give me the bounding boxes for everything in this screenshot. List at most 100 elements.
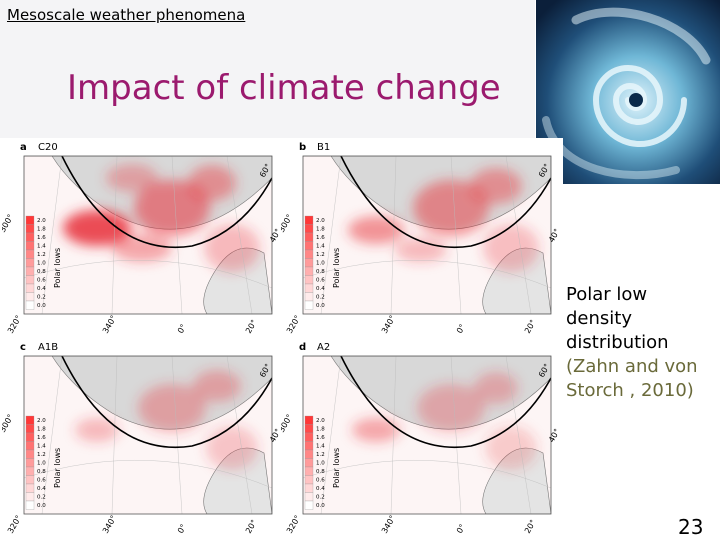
longitude-label: 20°	[244, 318, 259, 335]
map-svg: a C20 2.0 1.8 1.6 1.4 1.2 1.0 0.8 0.6 0.4 0.2 0.0 Pol…	[2, 142, 282, 335]
colorbar-tick: 1.6	[37, 435, 46, 441]
colorbar-swatch	[304, 232, 314, 242]
colorbar-tick: 0.0	[316, 303, 325, 309]
colorbar-swatch	[25, 432, 35, 442]
colorbar-tick: 1.4	[316, 444, 325, 450]
colorbar-swatch	[304, 449, 314, 459]
colorbar-label: Polar lows	[53, 448, 62, 488]
density-blob	[470, 168, 522, 204]
colorbar-swatch	[304, 432, 314, 442]
slide-title: Impact of climate change	[67, 68, 501, 108]
boundary-arc	[340, 156, 551, 248]
longitude-label: 340°	[380, 514, 397, 535]
panel-letter: d	[299, 342, 306, 353]
colorbar-tick: 1.8	[316, 427, 325, 433]
colorbar-tick: 1.8	[316, 227, 325, 233]
caption-text: Polar low density distribution	[566, 284, 669, 353]
density-blob	[474, 372, 518, 404]
colorbar-swatch	[25, 415, 35, 425]
longitude-label: 0°	[176, 323, 188, 335]
colorbar-swatch	[25, 475, 35, 485]
colorbar-swatch	[25, 458, 35, 468]
map-svg: d A2 2.0 1.8 1.6 1.4 1.2 1.0 0.8 0.6 0.4 0.2 0.0 Pola…	[281, 342, 561, 535]
colorbar-swatch	[25, 441, 35, 451]
colorbar-swatch	[25, 492, 35, 502]
colorbar-swatch	[304, 300, 314, 310]
colorbar-tick: 0.2	[316, 495, 325, 501]
colorbar-tick: 0.0	[37, 303, 46, 309]
density-blob	[413, 180, 489, 236]
colorbar-tick: 1.6	[316, 235, 325, 241]
colorbar-tick: 0.6	[37, 278, 46, 284]
colorbar-tick: 1.6	[37, 235, 46, 241]
density-blob	[348, 216, 404, 244]
colorbar-swatch	[25, 424, 35, 434]
colorbar-swatch	[304, 275, 314, 285]
colorbar-swatch	[304, 241, 314, 251]
longitude-label: 320°	[285, 314, 302, 335]
colorbar-tick: 1.8	[37, 427, 46, 433]
density-blob	[206, 426, 258, 470]
latitude-label: 300°	[281, 213, 294, 234]
colorbar-swatch	[304, 500, 314, 510]
colorbar-swatch	[25, 232, 35, 242]
polar-low-density-figure: a C20 2.0 1.8 1.6 1.4 1.2 1.0 0.8 0.6 0.4 0.2 0.0 Pol…	[0, 138, 563, 540]
colorbar-tick: 0.8	[37, 269, 46, 275]
colorbar-tick: 0.4	[37, 486, 46, 492]
colorbar-swatch	[304, 224, 314, 234]
colorbar-tick: 0.4	[37, 286, 46, 292]
density-blob	[485, 426, 537, 470]
colorbar-swatch	[25, 241, 35, 251]
density-blob	[204, 224, 260, 272]
colorbar-swatch	[304, 283, 314, 293]
colorbar-swatch	[25, 249, 35, 259]
boundary-arc	[340, 356, 551, 448]
colorbar-tick: 1.2	[37, 252, 46, 258]
longitude-label: 320°	[285, 514, 302, 535]
colorbar-tick: 1.8	[37, 227, 46, 233]
colorbar-swatch	[25, 449, 35, 459]
colorbar-swatch	[25, 215, 35, 225]
density-blob	[417, 384, 485, 432]
colorbar-swatch	[304, 215, 314, 225]
colorbar-swatch	[25, 300, 35, 310]
colorbar-tick: 0.6	[37, 478, 46, 484]
colorbar-swatch	[304, 441, 314, 451]
colorbar-tick: 0.0	[37, 503, 46, 509]
colorbar-tick: 1.0	[316, 461, 325, 467]
colorbar-tick: 0.8	[37, 469, 46, 475]
section-label: Mesoscale weather phenomena	[7, 6, 246, 24]
colorbar-tick: 0.2	[37, 495, 46, 501]
longitude-label: 20°	[523, 518, 538, 535]
page-number: 23	[678, 515, 704, 539]
colorbar-swatch	[25, 283, 35, 293]
longitude-label: 340°	[101, 314, 118, 335]
colorbar-tick: 1.4	[316, 244, 325, 250]
longitude-label: 0°	[455, 323, 467, 335]
colorbar-label: Polar lows	[53, 248, 62, 288]
density-blob	[63, 210, 131, 246]
colorbar-swatch	[25, 466, 35, 476]
density-blob	[193, 370, 241, 402]
density-blob	[352, 418, 400, 442]
scenario-label: A2	[317, 342, 330, 353]
colorbar-tick: 0.6	[316, 278, 325, 284]
colorbar-tick: 1.0	[37, 261, 46, 267]
colorbar-swatch	[25, 266, 35, 276]
colorbar-swatch	[25, 275, 35, 285]
colorbar-swatch	[304, 475, 314, 485]
colorbar-tick: 0.6	[316, 478, 325, 484]
colorbar-swatch	[25, 292, 35, 302]
cyclone-satellite-image	[536, 0, 720, 184]
colorbar-tick: 2.0	[316, 218, 325, 224]
colorbar-tick: 0.4	[316, 486, 325, 492]
colorbar-swatch	[25, 483, 35, 493]
colorbar-tick: 2.0	[37, 218, 46, 224]
colorbar-tick: 0.8	[316, 269, 325, 275]
colorbar-tick: 0.2	[37, 295, 46, 301]
colorbar-swatch	[25, 258, 35, 268]
panel-letter: b	[299, 142, 306, 153]
density-blob	[188, 165, 236, 201]
latitude-label: 300°	[2, 213, 15, 234]
colorbar-tick: 0.2	[316, 295, 325, 301]
